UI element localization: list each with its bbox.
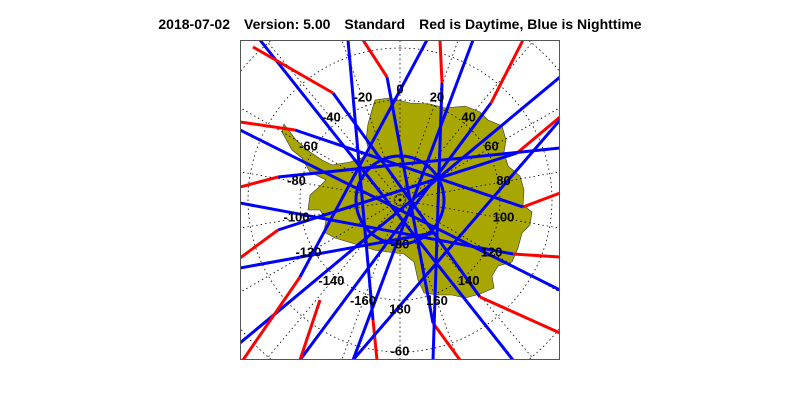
longitude-label: -60	[299, 139, 318, 154]
daytime-segment	[240, 175, 279, 189]
nighttime-segment	[331, 92, 482, 298]
south-pole-marker	[398, 198, 402, 202]
daytime-segment	[438, 40, 444, 84]
latitude-label: -80	[391, 236, 410, 251]
daytime-segment	[298, 299, 322, 360]
satellite-track	[240, 201, 560, 259]
daytime-segment	[371, 319, 379, 360]
longitude-label: -140	[318, 273, 344, 288]
daytime-segment	[516, 115, 560, 155]
longitude-label: -80	[287, 173, 306, 188]
meridian-line	[240, 107, 396, 198]
satellite-track	[258, 40, 515, 360]
longitude-label: 140	[458, 273, 480, 288]
nighttime-segment	[351, 119, 560, 360]
meridian-line	[404, 107, 560, 198]
date-label: 2018-07-02	[158, 16, 231, 32]
longitude-label: -20	[354, 90, 373, 105]
version-label: Version: 5.00	[244, 16, 331, 32]
longitude-label: 20	[430, 90, 444, 105]
track-envelope-ring	[354, 154, 446, 246]
meridian-line	[240, 202, 396, 293]
satellite-track	[252, 45, 560, 335]
daytime-segment	[241, 276, 302, 360]
nighttime-segment	[240, 231, 434, 270]
meridian-line	[404, 171, 560, 200]
daytime-segment	[240, 120, 296, 132]
longitude-label: -120	[295, 244, 321, 259]
meridian-line	[240, 171, 396, 200]
satellite-track	[351, 119, 560, 360]
daytime-segment	[512, 252, 560, 259]
map-title: 2018-07-02 Version: 5.00 Standard Red is Da…	[0, 16, 800, 32]
nighttime-segment	[294, 128, 524, 209]
satellite-track	[298, 299, 322, 360]
color-legend-text: Red is Daytime, Blue is Nighttime	[419, 16, 642, 32]
longitude-label: 180	[389, 301, 411, 316]
longitude-label: 60	[484, 139, 498, 154]
nighttime-segment	[258, 40, 515, 360]
satellite-track	[240, 120, 560, 209]
ground-tracks	[240, 40, 560, 360]
daytime-segment	[361, 40, 389, 78]
map-frame	[240, 40, 560, 360]
daytime-segment	[252, 45, 334, 95]
longitude-label: 100	[493, 210, 515, 225]
longitude-label: 160	[426, 293, 448, 308]
nighttime-segment	[240, 128, 560, 292]
longitude-label: 120	[481, 244, 503, 259]
satellite-track	[240, 128, 560, 292]
latitude-label: -60	[391, 343, 410, 358]
longitude-label: -160	[350, 293, 376, 308]
satellite-track	[241, 40, 429, 360]
product-label: Standard	[344, 16, 406, 32]
daytime-segment	[489, 40, 525, 104]
meridian-line	[240, 200, 396, 229]
daytime-segment	[479, 295, 560, 335]
latitude-circle	[247, 47, 553, 353]
meridian-line	[404, 200, 560, 229]
longitude-label: 80	[496, 173, 510, 188]
daytime-segment	[240, 228, 279, 260]
daytime-segment	[431, 322, 462, 360]
longitude-label: 40	[461, 110, 475, 125]
longitude-label: -40	[322, 110, 341, 125]
longitude-label: 0	[396, 81, 403, 96]
nighttime-segment	[240, 201, 514, 256]
daytime-segment	[522, 191, 560, 209]
nighttime-segment	[298, 40, 429, 278]
longitude-label: -100	[284, 210, 310, 225]
satellite-track	[240, 231, 434, 270]
